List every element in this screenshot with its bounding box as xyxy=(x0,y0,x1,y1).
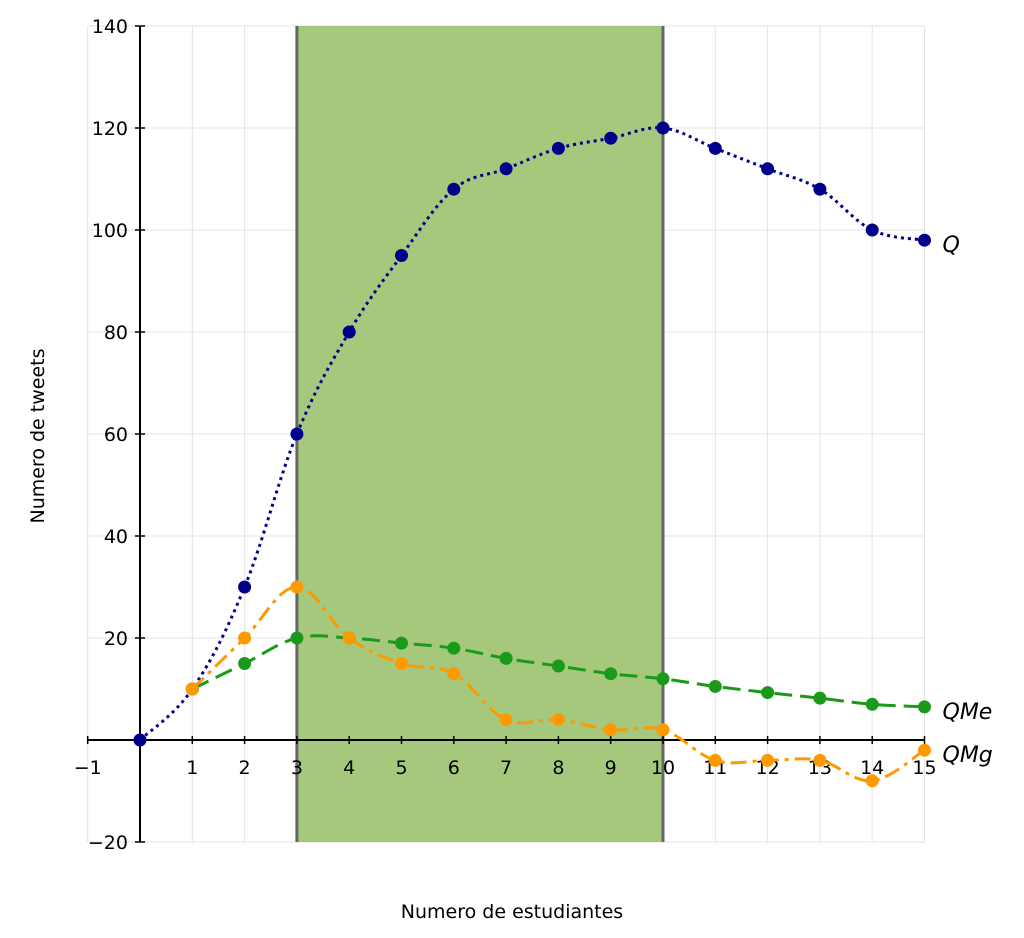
data-point-QMg xyxy=(185,682,199,696)
data-point-Q xyxy=(133,733,147,747)
data-point-QMe xyxy=(865,697,879,711)
data-point-QMg xyxy=(761,753,775,767)
series-QMe: QMe xyxy=(185,631,993,725)
data-point-QMe xyxy=(499,651,513,665)
data-point-QMe xyxy=(604,667,618,681)
x-tick-label: 8 xyxy=(552,757,564,779)
x-tick-label: 6 xyxy=(448,757,460,779)
data-point-Q xyxy=(604,131,618,145)
y-tick-label: 80 xyxy=(104,322,128,344)
data-point-QMe xyxy=(656,672,670,686)
data-point-QMe xyxy=(238,657,252,670)
data-point-QMg xyxy=(238,631,252,645)
series-line-QMg xyxy=(191,585,926,783)
series-label-Q: Q xyxy=(943,233,960,258)
data-point-Q xyxy=(918,233,931,247)
data-point-QMe xyxy=(447,641,461,655)
data-point-QMe xyxy=(708,679,722,693)
shaded-rect xyxy=(296,26,663,842)
data-point-QMe xyxy=(918,700,931,714)
series-label-QMe: QMe xyxy=(943,700,993,725)
data-point-QMe xyxy=(290,631,304,645)
data-point-Q xyxy=(865,223,879,237)
x-tick-label: 7 xyxy=(500,757,512,779)
data-point-Q xyxy=(290,427,304,441)
shaded-region xyxy=(295,26,665,842)
x-tick-label: 1 xyxy=(186,757,198,779)
series-label-QMg: QMg xyxy=(943,743,993,768)
data-point-QMe xyxy=(395,636,408,650)
x-tick-label: 10 xyxy=(651,757,675,779)
data-point-Q xyxy=(551,141,565,155)
data-point-QMg xyxy=(656,723,670,737)
data-point-QMg xyxy=(395,657,408,670)
data-point-Q xyxy=(813,182,827,196)
data-point-Q xyxy=(342,325,356,339)
data-point-QMg xyxy=(604,723,618,737)
data-point-QMg xyxy=(918,743,931,757)
data-point-QMg xyxy=(551,713,565,727)
data-point-QMe xyxy=(761,686,775,700)
data-point-Q xyxy=(238,580,252,594)
data-point-QMe xyxy=(813,691,827,705)
y-tick-label: 40 xyxy=(104,526,128,548)
y-axis-title: Numero de tweets xyxy=(27,348,49,523)
x-axis-title: Numero de estudiantes xyxy=(401,901,623,923)
data-point-Q xyxy=(761,162,775,176)
data-point-QMg xyxy=(499,713,513,727)
data-point-QMg xyxy=(865,774,879,788)
data-point-Q xyxy=(708,141,722,155)
series-line-Q xyxy=(138,126,925,742)
y-tick-label: −20 xyxy=(88,832,128,854)
axes xyxy=(86,25,926,843)
x-tick-label: 15 xyxy=(912,757,936,779)
x-tick-label: 2 xyxy=(239,757,251,779)
data-point-QMg xyxy=(447,667,461,681)
data-point-QMg xyxy=(290,580,304,594)
series-group: Q QMe QMg xyxy=(133,121,993,788)
x-tick-label: 5 xyxy=(395,757,407,779)
y-tick-label: 120 xyxy=(92,118,128,140)
x-tick-label: 9 xyxy=(605,757,617,779)
y-tick-label: 20 xyxy=(104,628,128,650)
series-QMg: QMg xyxy=(185,580,993,788)
data-point-QMg xyxy=(813,753,827,767)
data-point-Q xyxy=(395,249,408,262)
x-tick-label: 4 xyxy=(343,757,355,779)
data-point-QMg xyxy=(342,631,356,645)
data-point-QMe xyxy=(551,659,565,673)
x-tick-label: 14 xyxy=(860,757,884,779)
x-tick-label: 3 xyxy=(291,757,303,779)
series-Q: Q xyxy=(133,121,960,747)
y-tick-label: 60 xyxy=(104,424,128,446)
data-point-Q xyxy=(499,162,513,176)
y-tick-label: 140 xyxy=(92,16,128,38)
x-tick-label: −1 xyxy=(74,757,102,779)
data-point-Q xyxy=(656,121,670,135)
data-point-QMg xyxy=(708,753,722,767)
y-tick-label: 100 xyxy=(92,220,128,242)
data-point-Q xyxy=(447,182,461,196)
